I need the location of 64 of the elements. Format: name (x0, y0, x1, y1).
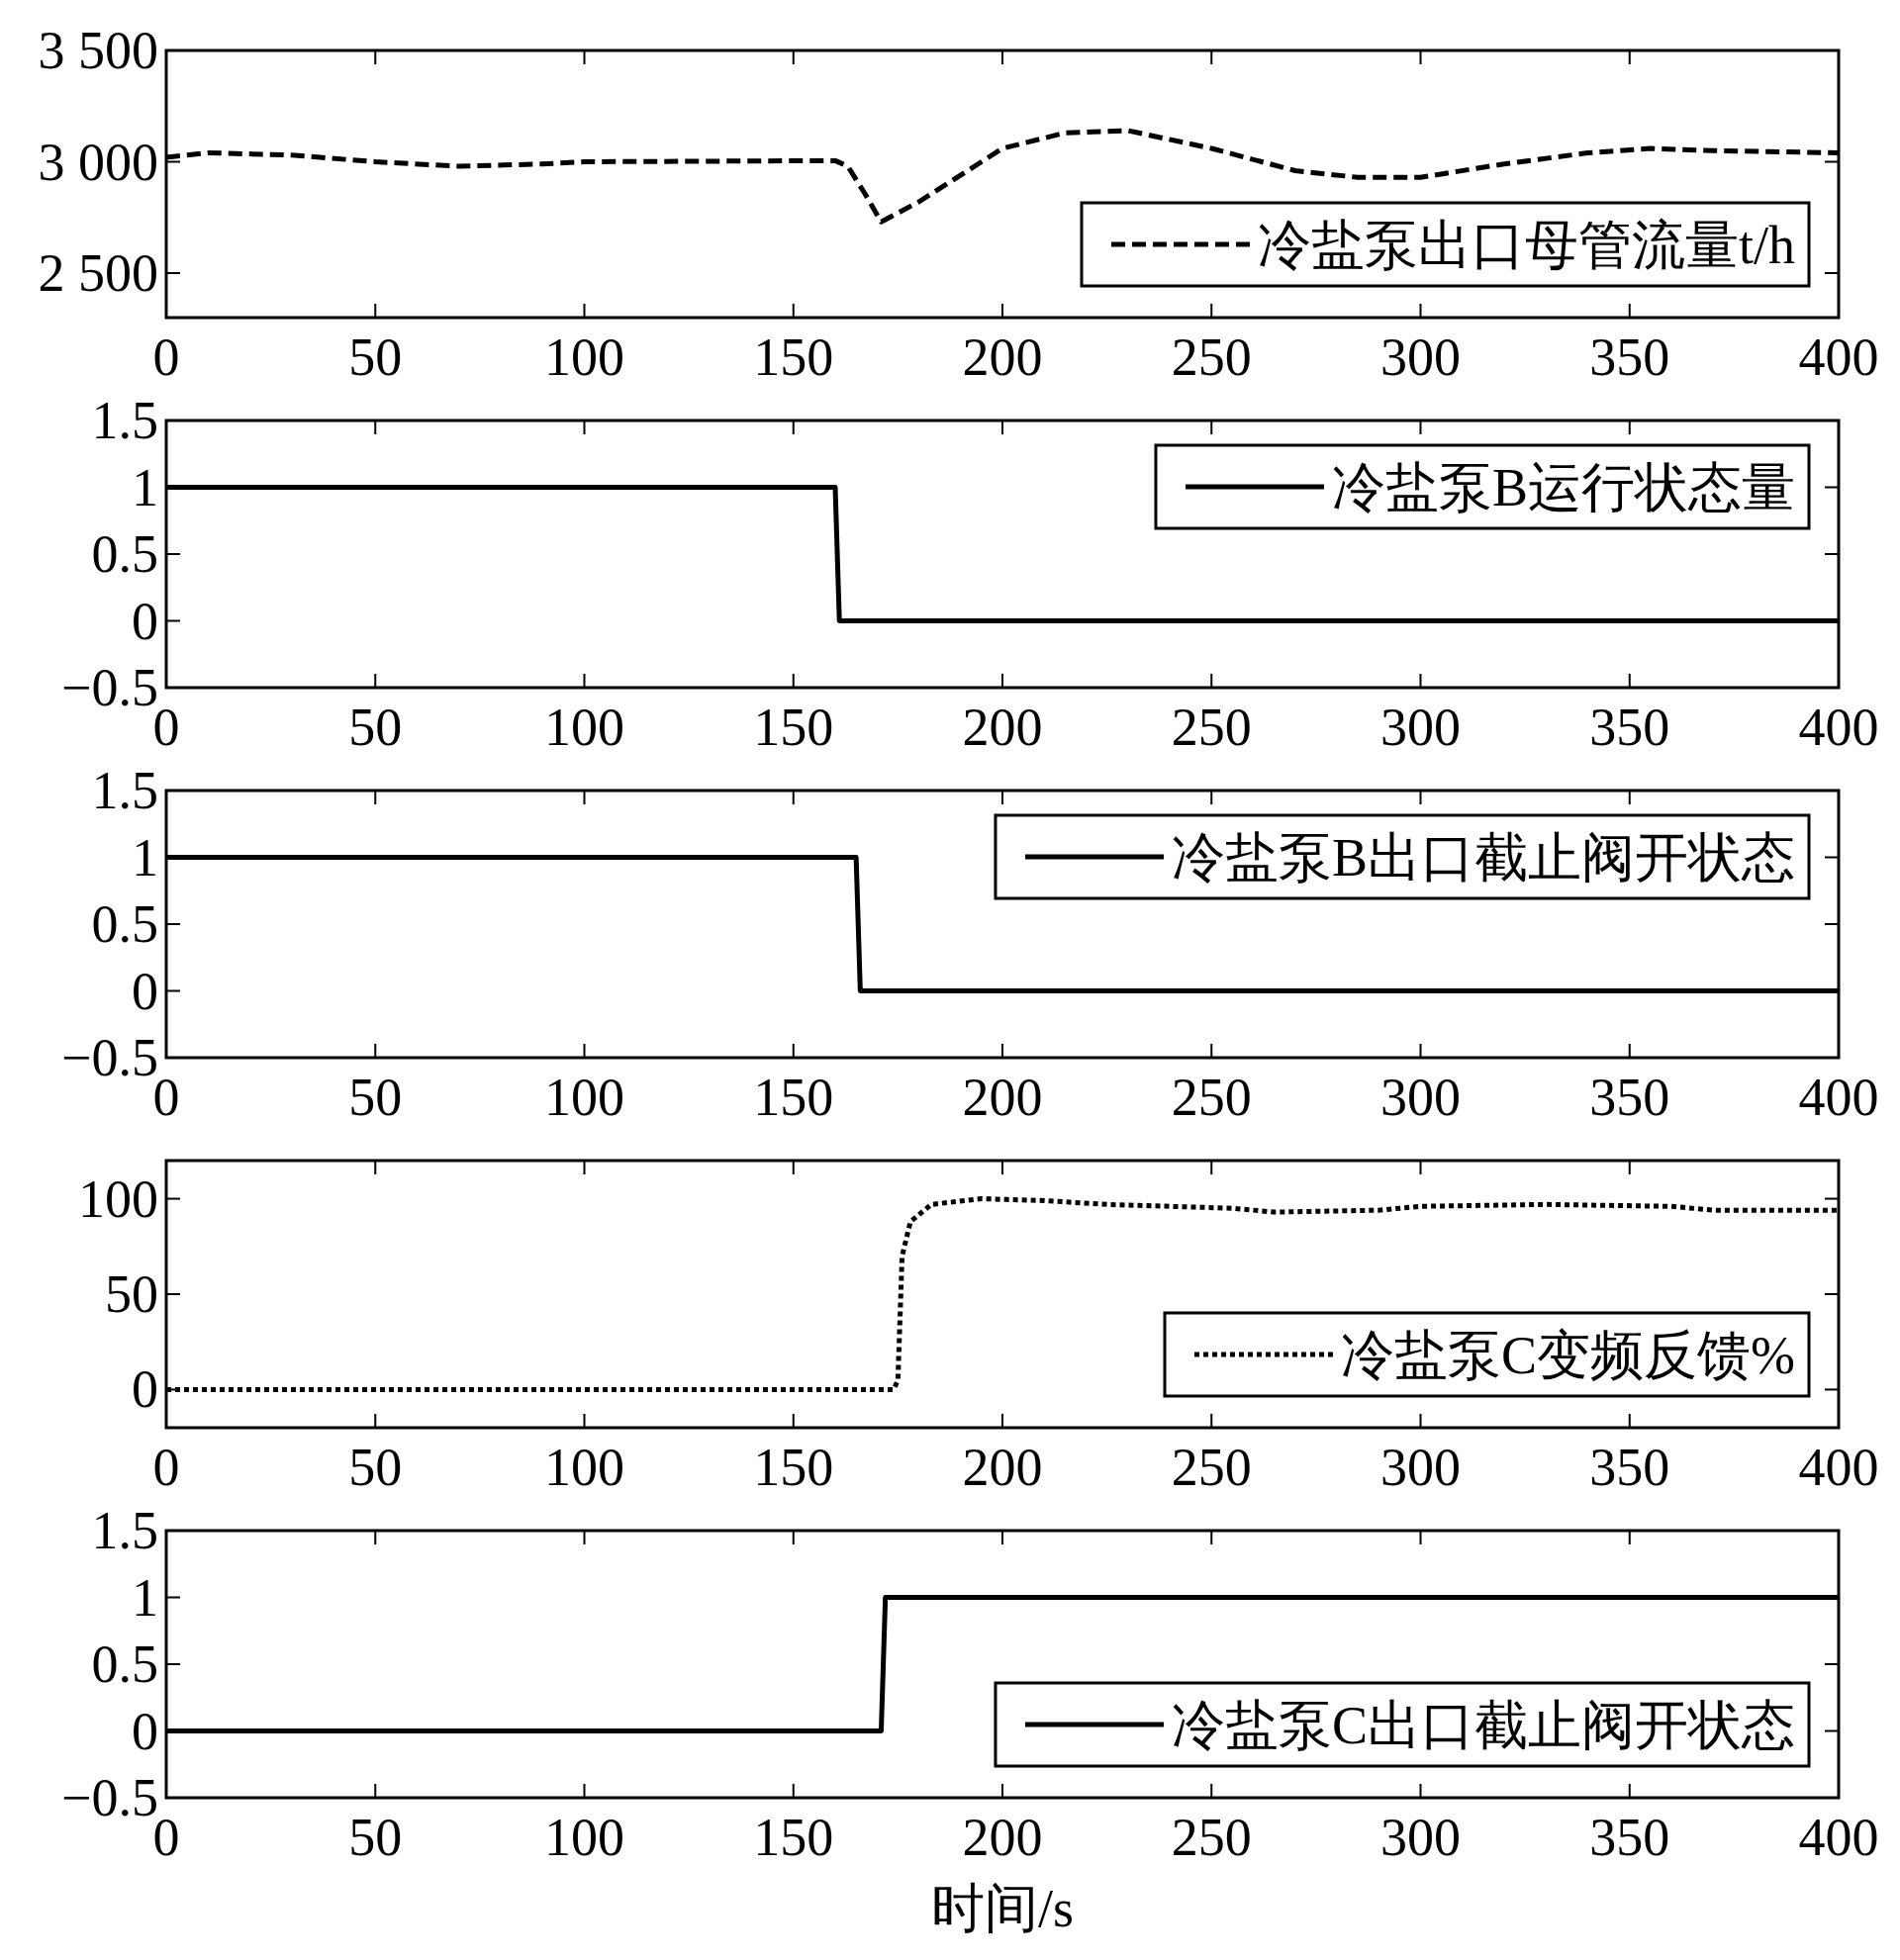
y-tick-label: 1.5 (91, 391, 158, 450)
y-tick-label: 50 (105, 1264, 158, 1324)
x-tick-label: 100 (544, 698, 624, 757)
x-tick-label: 350 (1589, 327, 1670, 387)
x-tick-label: 200 (962, 698, 1043, 757)
legend-label: 冷盐泵B运行状态量 (1331, 458, 1795, 517)
y-tick-label: 0.5 (91, 524, 158, 584)
x-tick-label: 100 (544, 1438, 624, 1497)
x-tick-label: 350 (1589, 698, 1670, 757)
x-tick-label: 200 (962, 327, 1043, 387)
y-tick-label: 100 (78, 1168, 158, 1229)
y-tick-label: 0 (132, 961, 158, 1021)
y-tick-label: 0.5 (91, 1634, 158, 1694)
x-tick-label: 350 (1589, 1438, 1670, 1497)
y-tick-label: 0 (132, 1701, 158, 1761)
x-tick-label: 150 (753, 1438, 834, 1497)
x-axis-title: 时间/s (930, 1879, 1075, 1938)
y-tick-label: 1.5 (91, 761, 158, 820)
x-tick-label: 300 (1380, 698, 1461, 757)
x-tick-label: 150 (753, 327, 834, 387)
x-tick-label: 100 (544, 1068, 624, 1127)
x-tick-label: 400 (1798, 1438, 1879, 1497)
x-tick-label: 300 (1380, 1808, 1461, 1867)
x-tick-label: 300 (1380, 1068, 1461, 1127)
x-tick-label: 50 (348, 698, 403, 757)
y-tick-label: 3 000 (38, 132, 158, 192)
x-tick-label: 50 (348, 327, 403, 387)
x-tick-label: 50 (348, 1808, 403, 1867)
x-tick-label: 100 (544, 327, 624, 387)
y-tick-label: 0.5 (91, 894, 158, 954)
x-tick-label: 350 (1589, 1068, 1670, 1127)
x-tick-label: 200 (962, 1438, 1043, 1497)
y-tick-label: 2 500 (38, 243, 158, 303)
x-tick-label: 250 (1171, 1068, 1252, 1127)
x-tick-label: 50 (348, 1438, 403, 1497)
x-tick-label: 250 (1171, 1438, 1252, 1497)
x-tick-label: 350 (1589, 1808, 1670, 1867)
x-tick-label: 150 (753, 698, 834, 757)
y-tick-label: 0 (132, 591, 158, 651)
legend-label: 冷盐泵C出口截止阀开状态 (1171, 1696, 1795, 1755)
y-tick-label: 1 (132, 827, 158, 887)
legend-label: 冷盐泵B出口截止阀开状态 (1171, 828, 1795, 887)
x-tick-label: 100 (544, 1808, 624, 1867)
x-tick-label: 400 (1798, 1808, 1879, 1867)
x-tick-label: 300 (1380, 327, 1461, 387)
x-tick-label: 250 (1171, 698, 1252, 757)
x-tick-label: 250 (1171, 327, 1252, 387)
y-tick-label: 1 (132, 1567, 158, 1628)
x-tick-label: 200 (962, 1808, 1043, 1867)
x-tick-label: 50 (348, 1068, 403, 1127)
y-tick-label: 0 (132, 1359, 158, 1420)
x-tick-label: 200 (962, 1068, 1043, 1127)
y-tick-label: 1.5 (91, 1501, 158, 1560)
x-tick-label: 150 (753, 1068, 834, 1127)
x-tick-label: 250 (1171, 1808, 1252, 1867)
legend-label: 冷盐泵出口母管流量t/h (1257, 216, 1795, 275)
y-tick-label: 3 500 (38, 21, 158, 80)
x-tick-label: 150 (753, 1808, 834, 1867)
x-tick-label: 400 (1798, 1068, 1879, 1127)
x-tick-label: 400 (1798, 698, 1879, 757)
legend-label: 冷盐泵C变频反馈% (1341, 1326, 1795, 1385)
x-tick-label: 300 (1380, 1438, 1461, 1497)
x-tick-label: 400 (1798, 327, 1879, 387)
y-tick-label: 1 (132, 457, 158, 517)
